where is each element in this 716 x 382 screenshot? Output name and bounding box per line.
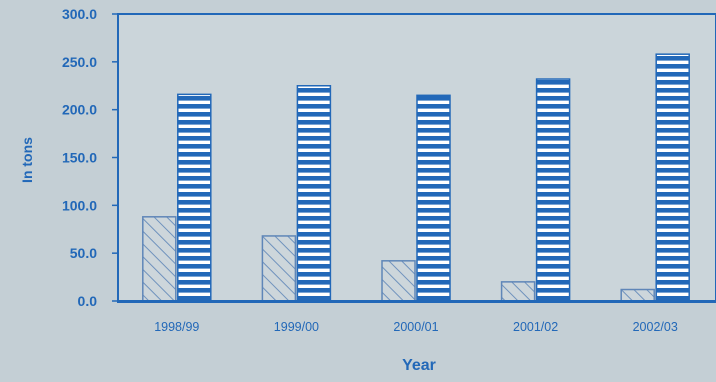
y-axis: 0.0 50.0 100.0 150.0 200.0 250.0 300.0 bbox=[62, 6, 118, 309]
bar-striped-1998/99 bbox=[177, 93, 212, 302]
x-axis: 1998/99 1999/00 2000/01 2001/02 2002/03 bbox=[118, 300, 716, 334]
y-tick-label: 50.0 bbox=[70, 245, 97, 261]
bars bbox=[142, 53, 690, 302]
y-tick-label: 150.0 bbox=[62, 150, 97, 166]
bar-striped-2002/03 bbox=[655, 53, 690, 302]
bar-striped-2000/01 bbox=[416, 94, 451, 302]
y-tick-label: 300.0 bbox=[62, 6, 97, 22]
bar-hatched-2001/02 bbox=[500, 281, 536, 302]
y-tick-label: 200.0 bbox=[62, 102, 97, 118]
x-tick-label: 1999/00 bbox=[274, 320, 319, 334]
bar-hatched-1999/00 bbox=[261, 235, 297, 302]
x-tick-label: 1998/99 bbox=[154, 320, 199, 334]
bar-hatched-2002/03 bbox=[620, 288, 655, 302]
x-tick-label: 2002/03 bbox=[633, 320, 678, 334]
x-tick-label: 2000/01 bbox=[393, 320, 438, 334]
x-axis-title: Year bbox=[402, 357, 436, 374]
y-tick-label: 0.0 bbox=[78, 293, 98, 309]
y-tick-label: 250.0 bbox=[62, 54, 97, 70]
x-tick-label: 2001/02 bbox=[513, 320, 558, 334]
bar-hatched-1998/99 bbox=[142, 216, 177, 302]
bar-striped-1999/00 bbox=[296, 85, 332, 302]
y-axis-title: In tons bbox=[19, 137, 35, 183]
bar-hatched-2000/01 bbox=[381, 260, 416, 302]
bar-striped-2001/02 bbox=[535, 78, 571, 302]
y-tick-label: 100.0 bbox=[62, 197, 97, 213]
